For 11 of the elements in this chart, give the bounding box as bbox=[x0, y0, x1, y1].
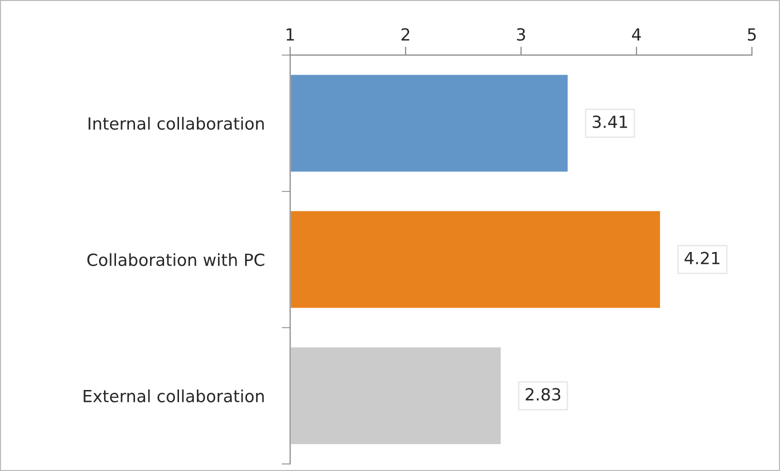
x-tick-label: 1 bbox=[286, 28, 294, 41]
x-tick-label: 4 bbox=[632, 28, 641, 41]
data-label: 2.83 bbox=[526, 388, 560, 401]
x-tick-label: 5 bbox=[748, 28, 756, 41]
y-tick-label: Collaboration with PC bbox=[87, 253, 264, 266]
y-tick-label: External collaboration bbox=[84, 389, 264, 402]
data-label: 3.41 bbox=[592, 115, 628, 128]
data-label: 4.21 bbox=[684, 252, 720, 264]
x-tick-label: 2 bbox=[402, 28, 410, 41]
x-tick-label: 3 bbox=[517, 28, 526, 41]
y-tick-label: Internal collaboration bbox=[88, 116, 264, 130]
